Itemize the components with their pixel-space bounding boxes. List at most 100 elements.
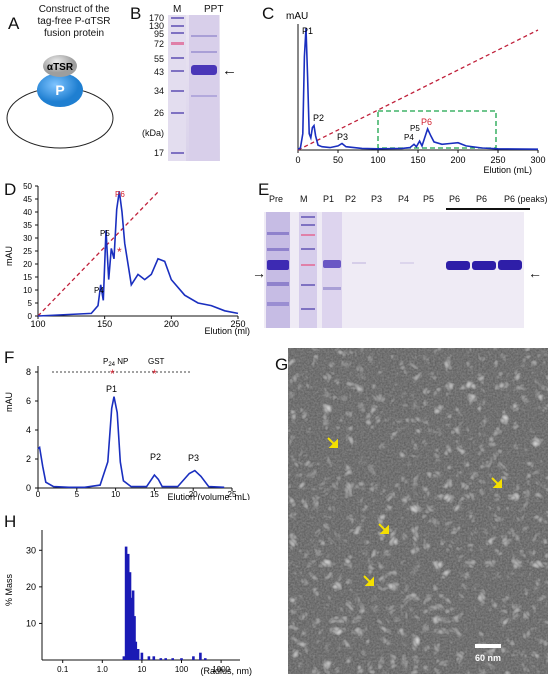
histogram-bar [164,658,167,660]
scale-bar [475,644,501,648]
lane-group-line [446,208,530,210]
y-tick-label: 0 [28,312,33,321]
panel-letter: C [262,4,275,23]
ppt-band [191,65,217,75]
peak-label: P1 [106,384,117,394]
lane-label: P6 [449,194,461,204]
histogram-bar [171,658,174,660]
x-tick-label: 200 [450,155,465,165]
band-arrow-left: → [252,265,266,281]
chromatogram-trace [37,396,225,489]
gel-image-e [264,212,524,328]
peak-label: P1 [302,26,313,36]
marker-np-star: * [110,367,115,381]
ladder-band [301,248,315,250]
construct-title-line: tag-free P-αTSR [37,16,111,27]
x-tick-label: 5 [75,490,80,499]
y-axis-label: mAU [286,11,308,22]
ladder-kda-label: 43 [153,67,164,77]
panel-letter: F [4,348,15,367]
ladder-band [171,32,184,34]
ladder-band [301,284,315,286]
ladder-kda-label: 95 [153,29,164,39]
lane-label: P4 [398,194,410,204]
atsr-label: αTSR [47,62,74,73]
ladder-band [171,152,184,154]
x-axis-label: Elution (mL) [483,165,532,175]
panel-f: F mAU 0 2 4 6 8 0 5 10 15 20 25 Elution (volume, m… [0,348,255,500]
peak-label: P2 [150,452,161,462]
histogram-bar [152,656,156,660]
x-tick-label: 10 [137,665,146,674]
histogram-bar [147,656,151,660]
p-domain-shape [37,73,83,107]
x-tick-label: 1.0 [97,665,109,674]
lane-label: M [300,194,308,204]
y-axis-label: mAU [4,392,14,412]
x-axis-label: Elution (volume, mL) [167,492,250,500]
lane-labels: Pre M P1 P2 P3 P4 P5 P6 P6 P6 (peaks) [256,194,550,208]
y-tick-label: 30 [23,234,32,243]
histogram-bar [122,656,126,660]
histogram-bar [159,658,163,660]
p6-band [498,260,522,270]
x-tick-label: 150 [410,155,425,165]
chart-h: % Mass 10 20 30 0.1 1.0 10 100 1000 (Radius, nm… [4,530,252,676]
ladder-kda-label: 72 [153,39,164,49]
y-tick-label: 50 [23,182,32,191]
gel-image-b [168,15,220,161]
ladder-band [171,112,184,114]
y-tick-label: 15 [23,273,32,282]
ladder-band [171,25,184,27]
y-tick-label: 45 [23,195,32,204]
x-tick-label: 100 [175,665,189,674]
x-tick-label: 200 [164,319,179,329]
lane-label: P6 (peaks) [504,194,548,204]
gradient-marker: * [117,245,122,259]
y-tick-label: 8 [26,367,31,377]
x-tick-label: 0 [295,155,300,165]
ladder-kda-unit: (kDa) [142,128,164,138]
histogram-bar [192,656,195,660]
lane-label: P3 [371,194,383,204]
lane-label: P5 [423,194,435,204]
panel-e: E Pre M P1 P2 P3 P4 P5 P6 P6 P6 (peaks) [252,178,550,338]
scale-bar-label: 60 nm [475,653,501,663]
p-domain-label: P [55,82,64,98]
marker-gst-star: * [152,367,157,381]
p6-band [472,261,496,270]
band-arrow-right: ← [528,265,542,281]
gradient-line [297,29,539,151]
lane-label-ppt: PPT [204,4,224,15]
peak-label: P6 [115,190,125,199]
histogram-bar [130,597,133,660]
lane-label-m: M [173,4,182,15]
ladder-kda-label: 55 [153,54,164,64]
y-tick-label: 40 [23,208,32,217]
y-tick-label: 30 [26,545,36,555]
ladder-kda-label: 17 [153,148,164,158]
x-tick-label: 50 [333,155,343,165]
ladder-band [171,57,184,59]
marker-gst-label: GST [148,357,165,366]
histogram-bar [199,652,202,660]
ladder-band [301,264,315,266]
ladder-band [171,17,184,19]
ladder-band [301,224,315,226]
histogram-bar [126,553,130,660]
histogram-bar [131,590,135,660]
p6-band [446,261,470,270]
peak-label: P3 [188,453,199,463]
roi-box [377,110,497,149]
chart-c: mAU 0 50 100 150 200 250 300 Elution (mL) P1 P… [286,11,546,175]
ladder-band [171,42,184,45]
ladder-kda-label: 130 [148,21,164,31]
ladder-kda-labels: 170 130 95 72 55 43 34 26 (kDa) 17 [130,0,168,170]
x-tick-label: 100 [30,319,45,329]
y-tick-label: 6 [26,396,31,406]
y-tick-label: 10 [23,286,32,295]
histogram-bar [204,658,207,660]
peak-label: P5 [100,229,110,238]
construct-title-line: fusion protein [43,28,105,39]
panel-c: C mAU 0 50 100 150 200 250 300 Elution (mL) P1… [258,0,550,180]
